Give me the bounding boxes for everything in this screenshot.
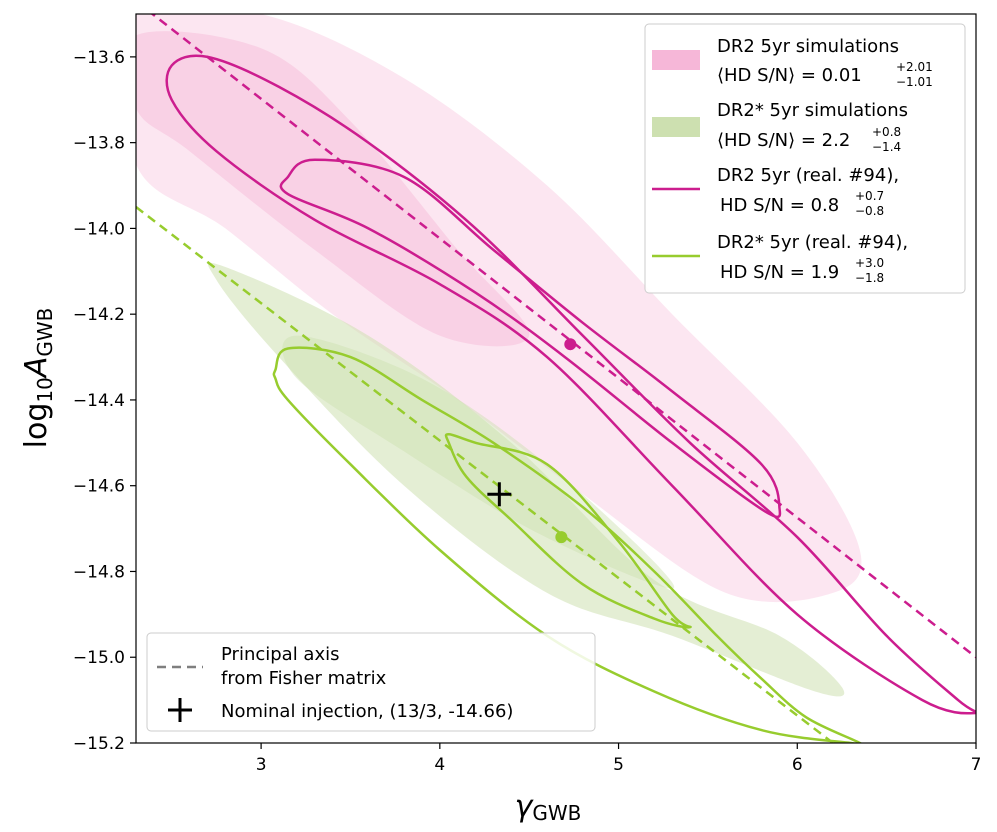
legend-stat-dr2-sim: ⟨HD S/N⟩ = 0.01 (717, 65, 862, 86)
sim-contour-1-1 (282, 335, 675, 589)
axes: 3 4 5 6 7 −13.6 −13.8 −14.0 −14.2 −14.4 −14.6 −14.8… (73, 48, 982, 775)
sim-contour-1-0 (208, 262, 845, 697)
legend-stat-sup-dr2star-real: +3.0 (855, 256, 884, 270)
y-tick-label-−14.0: −14.0 (73, 219, 125, 239)
real-contour-0-1 (279, 158, 782, 519)
legend-stat-sub-dr2star-sim: −1.4 (872, 140, 901, 154)
y-tick-label-−13.6: −13.6 (73, 48, 125, 68)
y-tick-label-−14.4: −14.4 (73, 391, 125, 411)
principal-axis-green (136, 205, 834, 743)
y-tick-label-−15.2: −15.2 (73, 734, 125, 754)
legend-bottom-box (146, 632, 596, 732)
legend-stat-sup-dr2-real: +0.7 (855, 189, 884, 203)
legend-label-nominal: Nominal injection, (13/3, -14.66) (221, 701, 513, 722)
legend-label-dr2-real: DR2 5yr (real. #94), (717, 165, 899, 186)
real-contour-1-1 (444, 432, 692, 629)
y-tick-label-−15.0: −15.0 (73, 648, 125, 668)
legend-top-box (644, 23, 966, 294)
legend-plus-icon (168, 698, 192, 722)
legend-label-dr2-sim: DR2 5yr simulations (717, 36, 899, 57)
legend-bottom: Principal axis from Fisher matrix Nomina… (146, 632, 596, 732)
legend-swatch-dr2-sim (652, 50, 700, 70)
real-marker-0 (564, 338, 577, 351)
real-contour-1-0 (272, 346, 863, 743)
real-marker-1 (555, 531, 568, 544)
legend-label-principal-axis-1: Principal axis (221, 644, 340, 665)
x-tick-label-6: 6 (792, 755, 803, 775)
principal-axis-pink (150, 14, 976, 659)
legend-stat-dr2-real: HD S/N = 0.8 (720, 195, 839, 216)
legend-stat-sub-dr2-real: −0.8 (855, 204, 884, 218)
x-axis-label: γGWB (515, 789, 582, 825)
y-tick-label-−14.2: −14.2 (73, 305, 125, 325)
legend-label-dr2star-sim: DR2* 5yr simulations (717, 100, 908, 121)
legend-label-principal-axis-2: from Fisher matrix (221, 668, 387, 689)
legend-top: DR2 5yr simulations ⟨HD S/N⟩ = 0.01 +2.0… (644, 23, 966, 294)
x-tick-label-5: 5 (613, 755, 624, 775)
legend-stat-sub-dr2star-real: −1.8 (855, 271, 884, 285)
y-axis-label: log10AGWB (19, 308, 57, 449)
legend-stat-sub-dr2-sim: −1.01 (896, 75, 933, 89)
x-tick-label-7: 7 (971, 755, 982, 775)
y-tick-label-−13.8: −13.8 (73, 134, 125, 154)
x-tick-label-4: 4 (434, 755, 445, 775)
legend-stat-dr2star-real: HD S/N = 1.9 (720, 262, 839, 283)
y-tick-label-−14.8: −14.8 (73, 562, 125, 582)
sim-contour-0-1 (136, 31, 530, 347)
legend-stat-sup-dr2-sim: +2.01 (896, 60, 933, 74)
legend-stat-dr2star-sim: ⟨HD S/N⟩ = 2.2 (717, 130, 850, 151)
plot-frame (135, 13, 977, 744)
y-tick-label-−14.6: −14.6 (73, 477, 125, 497)
legend-swatch-dr2star-sim (652, 117, 700, 137)
legend-label-dr2star-real: DR2* 5yr (real. #94), (717, 232, 908, 253)
x-tick-label-3: 3 (256, 755, 267, 775)
legend-stat-sup-dr2star-sim: +0.8 (872, 125, 901, 139)
